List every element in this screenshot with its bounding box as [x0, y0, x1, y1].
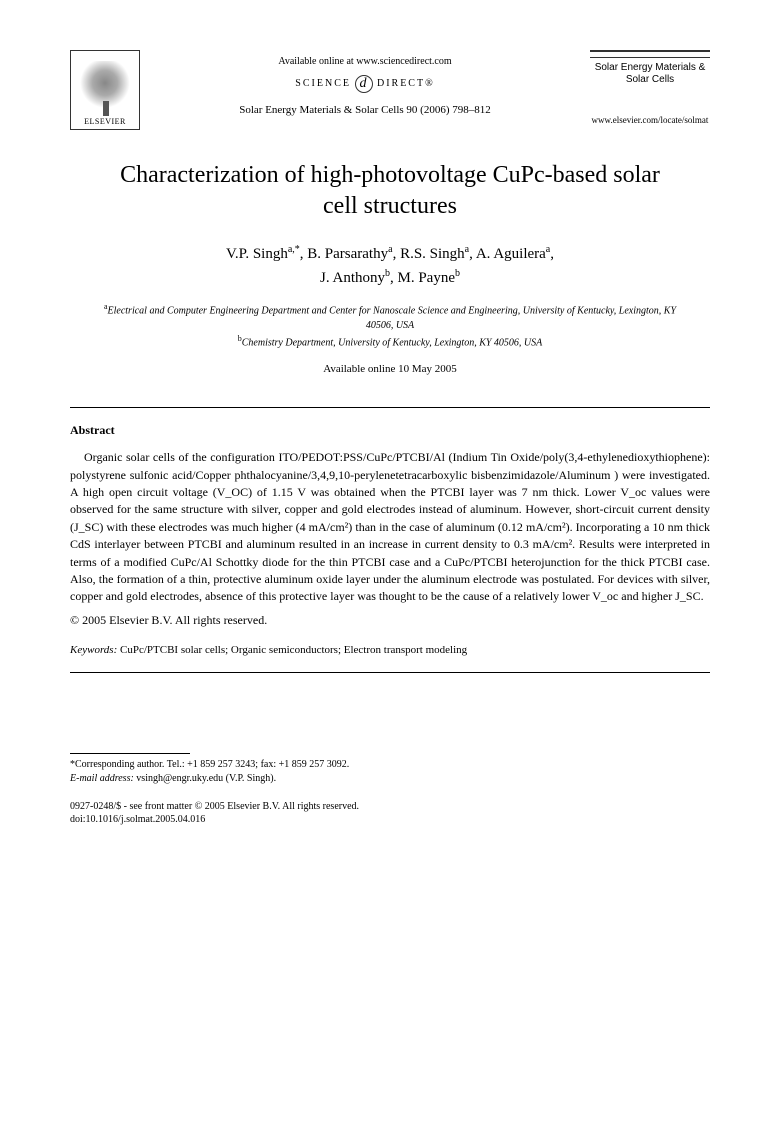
author-sup: a	[546, 244, 550, 255]
footnote-rule	[70, 753, 190, 754]
citation-line: Solar Energy Materials & Solar Cells 90 …	[140, 103, 590, 118]
author-sup: b	[455, 268, 460, 279]
author-sup: a	[465, 244, 469, 255]
sd-text-left: SCIENCE	[295, 77, 351, 91]
corr-email-line: E-mail address: vsingh@engr.uky.edu (V.P…	[70, 772, 710, 786]
journal-url: www.elsevier.com/locate/solmat	[590, 114, 710, 127]
abstract-copyright: © 2005 Elsevier B.V. All rights reserved…	[70, 612, 710, 629]
front-matter-line: 0927-0248/$ - see front matter © 2005 El…	[70, 800, 710, 813]
email-value: vsingh@engr.uky.edu (V.P. Singh).	[136, 773, 276, 784]
journal-box: Solar Energy Materials & Solar Cells www…	[590, 50, 710, 127]
header-center: Available online at www.sciencedirect.co…	[140, 50, 590, 118]
affiliation-b: Chemistry Department, University of Kent…	[242, 337, 543, 348]
page-header: ELSEVIER Available online at www.science…	[70, 50, 710, 130]
rule-above-abstract	[70, 407, 710, 408]
author-list: V.P. Singha,*, B. Parsarathya, R.S. Sing…	[70, 242, 710, 289]
keywords-label: Keywords:	[70, 644, 117, 656]
rule-below-keywords	[70, 672, 710, 673]
article-title: Characterization of high-photovoltage Cu…	[100, 160, 680, 222]
abstract-heading: Abstract	[70, 422, 710, 439]
author: J. Anthony	[320, 270, 385, 286]
keywords-text: CuPc/PTCBI solar cells; Organic semicond…	[120, 644, 467, 656]
sciencedirect-logo: SCIENCE d DIRECT®	[140, 75, 590, 93]
author-sup: a	[388, 244, 392, 255]
author-sup: b	[385, 268, 390, 279]
corresponding-footnote: *Corresponding author. Tel.: +1 859 257 …	[70, 758, 710, 786]
journal-title-small: Solar Energy Materials & Solar Cells	[590, 62, 710, 86]
author: V.P. Singh	[226, 246, 288, 262]
author: A. Aguilera	[476, 246, 546, 262]
sd-text-right: DIRECT®	[377, 77, 435, 91]
publisher-name: ELSEVIER	[84, 116, 126, 127]
footer-block: 0927-0248/$ - see front matter © 2005 El…	[70, 800, 710, 826]
elsevier-tree-icon	[80, 61, 130, 116]
abstract-body: Organic solar cells of the configuration…	[70, 449, 710, 606]
sd-swirl-icon: d	[355, 75, 373, 93]
author-sup: a,*	[288, 244, 300, 255]
publisher-logo: ELSEVIER	[70, 50, 140, 130]
available-online-date: Available online 10 May 2005	[70, 362, 710, 377]
available-online-text: Available online at www.sciencedirect.co…	[140, 55, 590, 69]
affiliation-a: Electrical and Computer Engineering Depa…	[108, 306, 677, 331]
journal-box-rule	[590, 50, 710, 58]
author: M. Payne	[398, 270, 456, 286]
author: B. Parsarathy	[307, 246, 388, 262]
author: R.S. Singh	[400, 246, 465, 262]
keywords-line: Keywords: CuPc/PTCBI solar cells; Organi…	[70, 643, 710, 658]
corr-author-line: *Corresponding author. Tel.: +1 859 257 …	[70, 758, 710, 772]
email-label: E-mail address:	[70, 773, 134, 784]
affiliations: aElectrical and Computer Engineering Dep…	[90, 301, 690, 350]
doi-line: doi:10.1016/j.solmat.2005.04.016	[70, 813, 710, 826]
